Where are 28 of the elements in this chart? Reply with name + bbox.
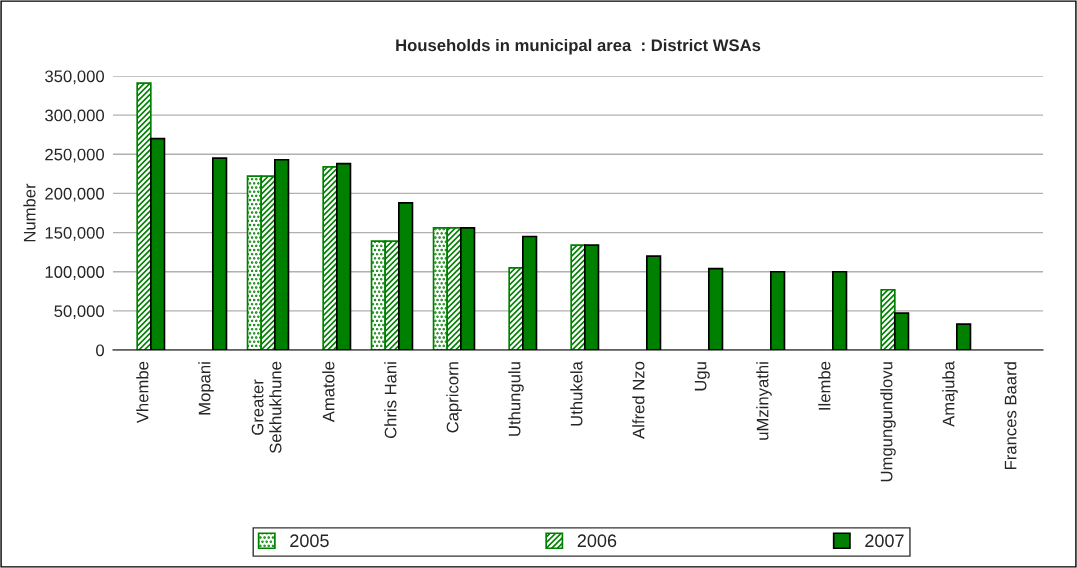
x-tick-label: Umgungundlovu: [880, 362, 896, 482]
x-tick-label: Vhembe: [136, 361, 149, 424]
x-tick-label: Amajuba: [942, 361, 958, 427]
x-tick-label: Amatole: [322, 361, 335, 423]
y-tick-label: 0: [96, 344, 105, 357]
y-tick-label: 100,000: [45, 266, 105, 280]
x-tick-label: Alfred Nzo: [632, 361, 645, 439]
x-tick-label: Frances Baard: [1004, 362, 1017, 470]
x-tick-label: Ugu: [694, 362, 710, 391]
y-tick-label: 50,000: [54, 305, 105, 320]
chart-title: Households in municipal area : District WSAs: [396, 38, 761, 55]
x-tick-label: Greater Sekhukhune: [251, 361, 282, 454]
legend-label: 2005: [290, 534, 329, 548]
legend-label: 2007: [865, 534, 904, 548]
y-tick-label: 350,000: [45, 70, 105, 85]
y-tick-label: 250,000: [45, 148, 105, 163]
legend-label: 2006: [577, 534, 617, 548]
x-tick-label: uMzinyathi: [756, 362, 772, 440]
x-tick-label: Capricorn: [446, 362, 462, 433]
y-tick-label: 200,000: [45, 187, 105, 202]
x-tick-label: Mopani: [198, 362, 214, 415]
x-tick-label: Uthukela: [570, 361, 583, 426]
x-tick-label: Uthungulu: [508, 362, 524, 436]
y-tick-label: 300,000: [45, 109, 105, 124]
x-tick-label: Chris Hani: [384, 362, 397, 439]
y-tick-label: 150,000: [45, 226, 105, 241]
y-axis-title: Number: [23, 183, 36, 242]
x-tick-label: Ilembe: [818, 361, 831, 410]
